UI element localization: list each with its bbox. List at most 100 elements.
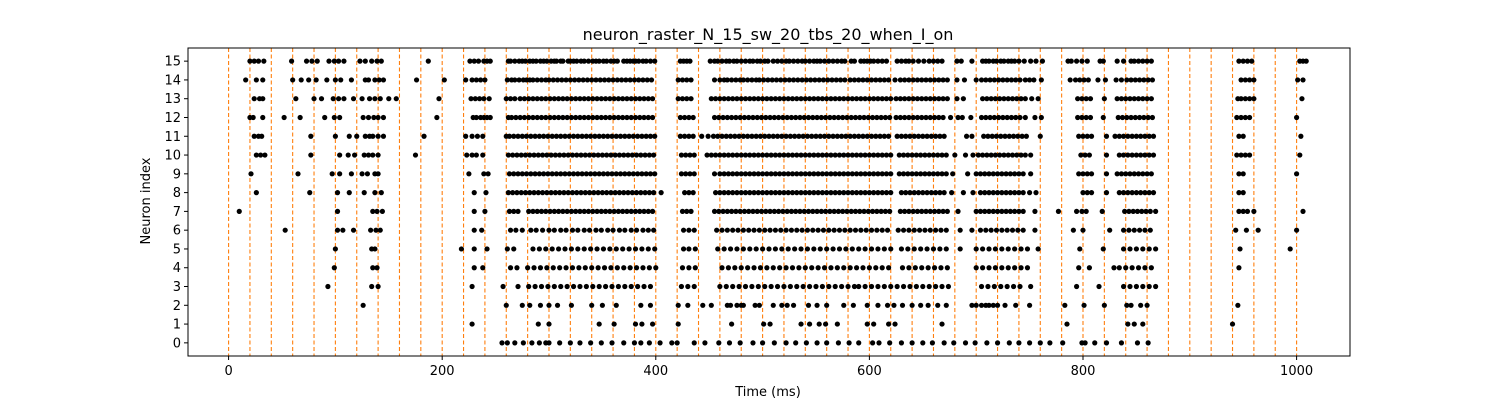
spike-point xyxy=(954,77,960,83)
spike-point xyxy=(591,190,597,196)
spike-point xyxy=(633,152,640,158)
spike-point xyxy=(874,208,880,214)
spike-point xyxy=(594,96,600,102)
spike-point xyxy=(707,58,713,64)
spike-point xyxy=(580,77,586,83)
spike-point xyxy=(937,133,943,139)
spike-point xyxy=(755,171,761,177)
spike-point xyxy=(575,227,581,233)
spike-point xyxy=(774,283,781,290)
spike-point xyxy=(486,96,492,102)
spike-point xyxy=(751,227,757,233)
spike-point xyxy=(370,152,376,158)
spike-point xyxy=(977,171,984,177)
spike-point xyxy=(1153,283,1159,290)
spike-point xyxy=(332,77,338,83)
spike-point xyxy=(485,171,491,177)
spike-point xyxy=(602,96,609,102)
spike-point xyxy=(745,77,751,83)
spike-point xyxy=(469,152,475,158)
spike-point xyxy=(784,302,790,308)
spike-point xyxy=(532,171,538,177)
spike-point xyxy=(1125,133,1131,139)
spike-point xyxy=(873,133,879,139)
spike-point xyxy=(861,114,867,121)
spike-point xyxy=(1129,265,1135,271)
spike-point xyxy=(853,96,860,102)
spike-point xyxy=(944,77,950,83)
spike-point xyxy=(783,340,789,346)
spike-point xyxy=(788,227,795,233)
spike-point xyxy=(536,246,542,252)
spike-point xyxy=(535,152,541,158)
spike-point xyxy=(1000,114,1006,121)
spike-point xyxy=(837,77,844,83)
spike-point xyxy=(785,246,791,252)
spike-point xyxy=(546,77,552,83)
spike-point xyxy=(903,190,909,196)
spike-point xyxy=(794,283,800,290)
spike-point xyxy=(536,133,542,139)
spike-point xyxy=(774,58,781,64)
spike-point xyxy=(334,190,341,196)
spike-point xyxy=(800,283,806,290)
spike-point xyxy=(881,77,887,83)
spike-point xyxy=(589,77,595,83)
x-tick-label: 200 xyxy=(430,364,455,379)
spike-point xyxy=(717,171,723,177)
spike-point xyxy=(1079,208,1085,214)
spike-point xyxy=(467,58,473,64)
spike-point xyxy=(503,302,509,308)
spike-point xyxy=(625,152,631,158)
spike-point xyxy=(759,190,766,196)
x-tick-label: 400 xyxy=(643,364,668,379)
spike-point xyxy=(1293,171,1300,177)
spike-point xyxy=(737,340,743,346)
spike-point xyxy=(883,190,890,196)
spike-point xyxy=(608,152,614,158)
y-tick-label: 0 xyxy=(173,336,181,351)
spike-point xyxy=(856,77,862,83)
spike-point xyxy=(482,208,488,214)
spike-point xyxy=(781,152,787,158)
spike-point xyxy=(915,133,922,139)
spike-point xyxy=(468,96,474,102)
spike-point xyxy=(888,96,894,102)
spike-point xyxy=(574,58,580,64)
spike-point xyxy=(293,96,299,102)
spike-point xyxy=(802,152,808,158)
spike-point xyxy=(798,190,804,196)
spike-point xyxy=(1244,208,1251,214)
spike-point xyxy=(370,133,376,139)
spike-point xyxy=(1001,96,1007,102)
spike-point xyxy=(1001,58,1007,64)
spike-point xyxy=(920,190,926,196)
spike-point xyxy=(1002,302,1008,308)
y-tick-label: 8 xyxy=(173,186,181,201)
spike-point xyxy=(866,96,872,102)
spike-point xyxy=(1028,58,1034,64)
spike-point xyxy=(636,58,642,64)
spike-point xyxy=(528,133,534,139)
spike-point xyxy=(714,227,720,233)
spike-point xyxy=(1103,133,1110,139)
spike-point xyxy=(720,208,726,214)
spike-point xyxy=(990,302,996,308)
spike-point xyxy=(609,133,615,139)
spike-point xyxy=(1114,58,1120,64)
spike-point xyxy=(817,133,823,139)
spike-point xyxy=(910,114,916,121)
spike-point xyxy=(831,227,837,233)
spike-point xyxy=(841,302,847,308)
spike-point xyxy=(1147,227,1153,233)
spike-point xyxy=(499,340,505,346)
spike-point xyxy=(902,208,908,214)
spike-point xyxy=(923,114,929,121)
spike-point xyxy=(569,190,576,196)
y-tick-label: 3 xyxy=(173,280,181,295)
spike-point xyxy=(990,208,996,214)
spike-point xyxy=(726,340,733,346)
spike-point xyxy=(986,246,992,252)
